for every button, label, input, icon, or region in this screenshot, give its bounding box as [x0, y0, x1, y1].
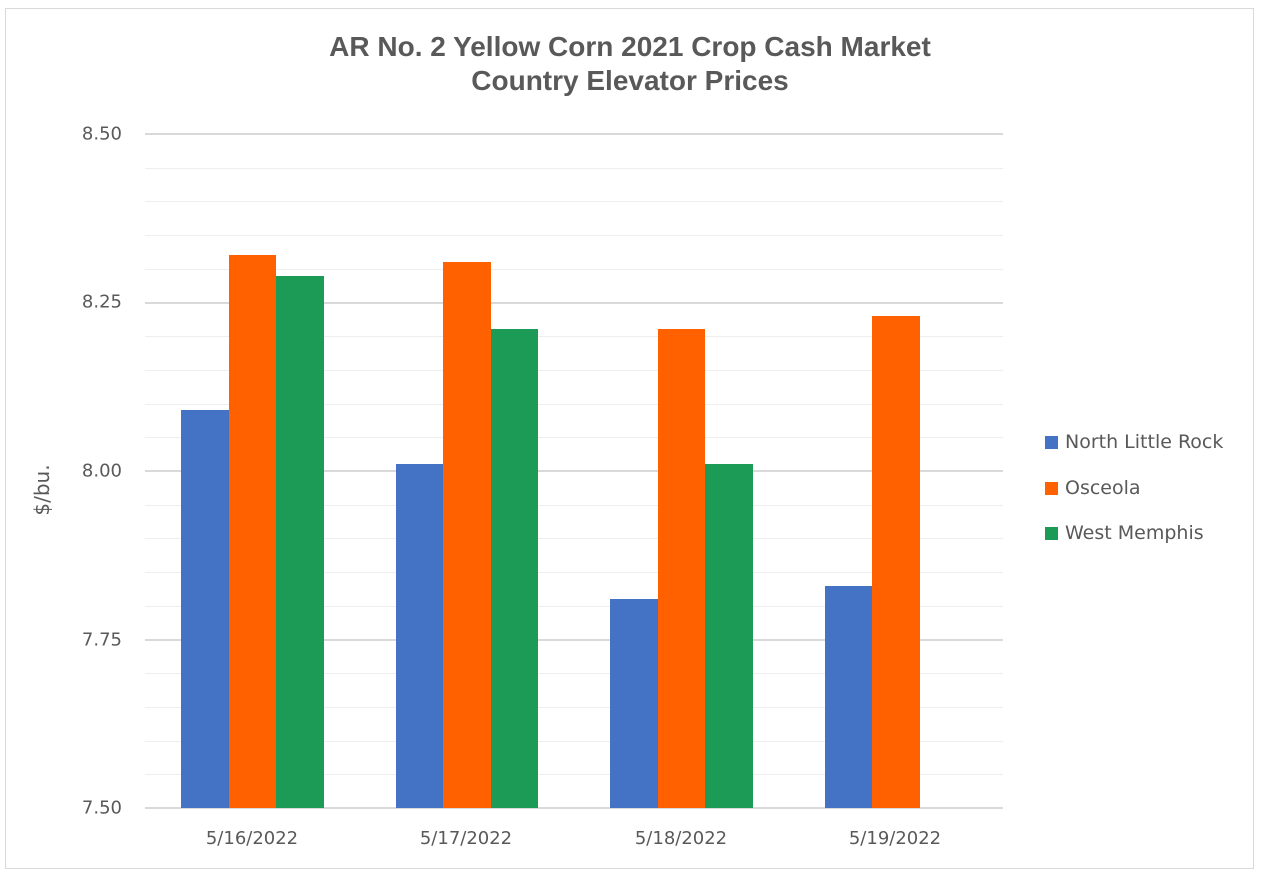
bar-north-little-rock[interactable]: [181, 410, 229, 808]
major-gridline: [145, 638, 1003, 641]
minor-gridline: [145, 167, 1003, 169]
chart-title: AR No. 2 Yellow Corn 2021 Crop Cash Mark…: [160, 30, 1100, 98]
minor-gridline: [145, 403, 1003, 405]
chart-title-line-1: AR No. 2 Yellow Corn 2021 Crop Cash Mark…: [329, 31, 931, 62]
minor-gridline: [145, 201, 1003, 203]
legend-swatch-icon: [1045, 436, 1058, 449]
chart-title-line-2: Country Elevator Prices: [471, 65, 789, 96]
minor-gridline: [145, 268, 1003, 270]
bar-north-little-rock[interactable]: [610, 599, 658, 808]
major-gridline: [145, 133, 1003, 135]
minor-gridline: [145, 504, 1003, 506]
major-gridline: [145, 470, 1003, 472]
legend-swatch-icon: [1045, 527, 1058, 540]
minor-gridline: [145, 437, 1003, 439]
x-tick-label: 5/18/2022: [634, 828, 728, 849]
bar-osceola[interactable]: [872, 315, 920, 808]
minor-gridline: [145, 336, 1003, 338]
y-axis-label: $/bu.: [30, 464, 54, 516]
x-tick-label: 5/16/2022: [205, 828, 299, 849]
minor-gridline: [145, 774, 1003, 776]
major-gridline: [145, 301, 1003, 304]
major-gridline: [145, 807, 1003, 809]
y-tick-label: 7.75: [81, 629, 122, 651]
y-tick-label: 8.25: [81, 291, 122, 313]
minor-gridline: [145, 572, 1003, 574]
y-tick-label: 8.00: [81, 460, 122, 482]
x-tick-label: 5/17/2022: [419, 828, 513, 849]
legend-item-west-memphis[interactable]: West Memphis: [1045, 521, 1223, 567]
legend-swatch-icon: [1045, 481, 1058, 495]
minor-gridline: [145, 706, 1003, 708]
x-tick-label: 5/19/2022: [848, 828, 942, 849]
legend-label: North Little Rock: [1065, 431, 1224, 453]
legend-item-north-little-rock[interactable]: North Little Rock: [1045, 430, 1223, 476]
bar-osceola[interactable]: [657, 329, 705, 808]
y-tick-label: 8.50: [81, 123, 122, 145]
legend: North Little Rock Osceola West Memphis: [1045, 430, 1223, 567]
minor-gridline: [145, 605, 1003, 607]
bar-north-little-rock[interactable]: [824, 585, 872, 808]
minor-gridline: [145, 673, 1003, 675]
minor-gridline: [145, 369, 1003, 371]
legend-label: Osceola: [1065, 476, 1141, 499]
bar-north-little-rock[interactable]: [395, 464, 443, 808]
minor-gridline: [145, 740, 1003, 742]
legend-label: West Memphis: [1065, 522, 1204, 544]
bar-west-memphis[interactable]: [276, 275, 324, 808]
minor-gridline: [145, 538, 1003, 540]
legend-item-osceola[interactable]: Osceola: [1045, 476, 1223, 522]
minor-gridline: [145, 235, 1003, 237]
bar-osceola[interactable]: [443, 262, 491, 808]
y-tick-label: 7.50: [81, 797, 122, 819]
bar-west-memphis[interactable]: [705, 464, 753, 808]
bar-west-memphis[interactable]: [490, 329, 538, 808]
bar-osceola[interactable]: [228, 255, 276, 808]
